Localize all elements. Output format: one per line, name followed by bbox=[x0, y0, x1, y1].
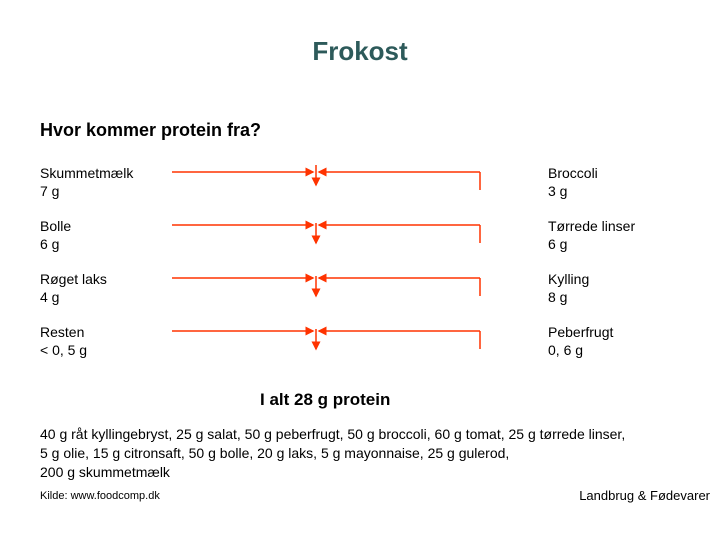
left-item: Bolle6 g bbox=[40, 218, 71, 253]
right-item-name: Peberfrugt bbox=[548, 324, 613, 342]
left-item-amount: 7 g bbox=[40, 183, 133, 201]
right-item-amount: 8 g bbox=[548, 289, 589, 307]
footer-org: Landbrug & Fødevarer bbox=[579, 488, 710, 503]
right-item-amount: 0, 6 g bbox=[548, 342, 613, 360]
arrow-group bbox=[172, 165, 480, 349]
right-item: Tørrede linser6 g bbox=[548, 218, 635, 253]
left-item: Resten< 0, 5 g bbox=[40, 324, 87, 359]
page-title: Frokost bbox=[0, 36, 720, 67]
right-item: Broccoli3 g bbox=[548, 165, 598, 200]
left-item-name: Røget laks bbox=[40, 271, 107, 289]
total-protein: I alt 28 g protein bbox=[260, 390, 390, 410]
left-item-amount: < 0, 5 g bbox=[40, 342, 87, 360]
right-item-amount: 6 g bbox=[548, 236, 635, 254]
right-item: Peberfrugt0, 6 g bbox=[548, 324, 613, 359]
left-item-name: Bolle bbox=[40, 218, 71, 236]
ingredients-description: 40 g råt kyllingebryst, 25 g salat, 50 g… bbox=[40, 425, 705, 482]
left-item: Skummetmælk7 g bbox=[40, 165, 133, 200]
right-item-amount: 3 g bbox=[548, 183, 598, 201]
right-item-name: Broccoli bbox=[548, 165, 598, 183]
right-item-name: Tørrede linser bbox=[548, 218, 635, 236]
description-line: 40 g råt kyllingebryst, 25 g salat, 50 g… bbox=[40, 425, 705, 444]
subtitle: Hvor kommer protein fra? bbox=[40, 120, 261, 141]
right-item-name: Kylling bbox=[548, 271, 589, 289]
left-item-name: Resten bbox=[40, 324, 87, 342]
left-item-amount: 6 g bbox=[40, 236, 71, 254]
left-item-amount: 4 g bbox=[40, 289, 107, 307]
description-line: 5 g olie, 15 g citronsaft, 50 g bolle, 2… bbox=[40, 444, 705, 463]
left-item-name: Skummetmælk bbox=[40, 165, 133, 183]
source-citation: Kilde: www.foodcomp.dk bbox=[40, 490, 160, 502]
right-item: Kylling8 g bbox=[548, 271, 589, 306]
description-line: 200 g skummetmælk bbox=[40, 463, 705, 482]
left-item: Røget laks4 g bbox=[40, 271, 107, 306]
